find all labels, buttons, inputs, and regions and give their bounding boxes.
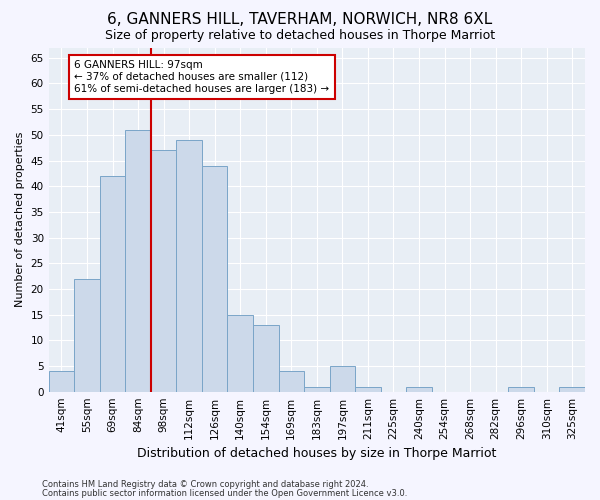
Bar <box>100 176 125 392</box>
Text: Contains public sector information licensed under the Open Government Licence v3: Contains public sector information licen… <box>42 488 407 498</box>
Bar <box>508 386 534 392</box>
Bar <box>329 366 355 392</box>
Bar <box>253 325 278 392</box>
Text: 6, GANNERS HILL, TAVERHAM, NORWICH, NR8 6XL: 6, GANNERS HILL, TAVERHAM, NORWICH, NR8 … <box>107 12 493 28</box>
Bar <box>406 386 432 392</box>
Bar <box>176 140 202 392</box>
Text: Contains HM Land Registry data © Crown copyright and database right 2024.: Contains HM Land Registry data © Crown c… <box>42 480 368 489</box>
Bar <box>355 386 380 392</box>
Bar <box>304 386 329 392</box>
Bar <box>125 130 151 392</box>
Text: Size of property relative to detached houses in Thorpe Marriot: Size of property relative to detached ho… <box>105 29 495 42</box>
Bar <box>278 371 304 392</box>
Bar <box>74 278 100 392</box>
Bar <box>202 166 227 392</box>
X-axis label: Distribution of detached houses by size in Thorpe Marriot: Distribution of detached houses by size … <box>137 447 497 460</box>
Bar <box>227 314 253 392</box>
Bar <box>49 371 74 392</box>
Y-axis label: Number of detached properties: Number of detached properties <box>15 132 25 308</box>
Text: 6 GANNERS HILL: 97sqm
← 37% of detached houses are smaller (112)
61% of semi-det: 6 GANNERS HILL: 97sqm ← 37% of detached … <box>74 60 329 94</box>
Bar <box>559 386 585 392</box>
Bar <box>151 150 176 392</box>
